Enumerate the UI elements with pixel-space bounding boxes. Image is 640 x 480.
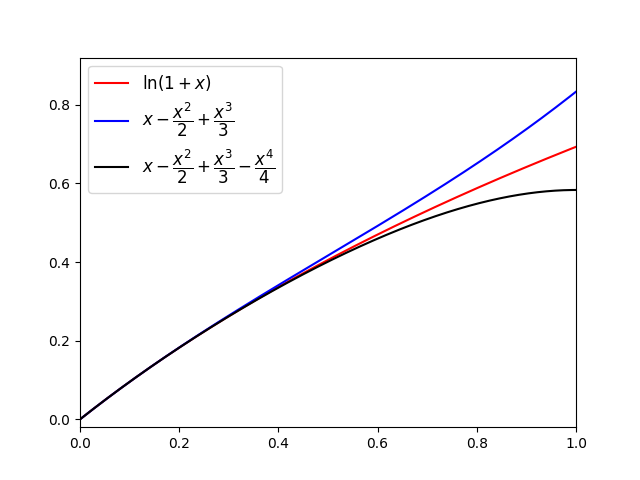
$x - \dfrac{x^2}{2} + \dfrac{x^3}{3}$ xyxy=(472,161,479,167)
$\ln(1 + x)$ xyxy=(127,378,134,384)
$x - \dfrac{x^2}{2} + \dfrac{x^3}{3}$ xyxy=(294,270,302,276)
$x - \dfrac{x^2}{2} + \dfrac{x^3}{3} - \dfrac{x^4}{4}$ xyxy=(276,284,284,289)
$\ln(1 + x)$ xyxy=(572,144,580,150)
$x - \dfrac{x^2}{2} + \dfrac{x^3}{3} - \dfrac{x^4}{4}$ xyxy=(472,201,479,207)
$x - \dfrac{x^2}{2} + \dfrac{x^3}{3}$ xyxy=(463,167,470,173)
$x - \dfrac{x^2}{2} + \dfrac{x^3}{3}$ xyxy=(417,197,424,203)
$\ln(1 + x)$ xyxy=(472,186,479,192)
$x - \dfrac{x^2}{2} + \dfrac{x^3}{3}$ xyxy=(76,417,84,422)
$x - \dfrac{x^2}{2} + \dfrac{x^3}{3}$ xyxy=(276,281,284,287)
$x - \dfrac{x^2}{2} + \dfrac{x^3}{3}$ xyxy=(572,89,580,95)
$x - \dfrac{x^2}{2} + \dfrac{x^3}{3} - \dfrac{x^4}{4}$ xyxy=(417,218,424,224)
Line: $x - \dfrac{x^2}{2} + \dfrac{x^3}{3}$: $x - \dfrac{x^2}{2} + \dfrac{x^3}{3}$ xyxy=(80,92,576,420)
$\ln(1 + x)$ xyxy=(76,417,84,422)
$\ln(1 + x)$ xyxy=(463,190,470,195)
Legend: $\ln(1 + x)$, $x - \dfrac{x^2}{2} + \dfrac{x^3}{3}$, $x - \dfrac{x^2}{2} + \dfra: $\ln(1 + x)$, $x - \dfrac{x^2}{2} + \dfr… xyxy=(88,66,282,192)
$x - \dfrac{x^2}{2} + \dfrac{x^3}{3}$ xyxy=(127,378,134,384)
$x - \dfrac{x^2}{2} + \dfrac{x^3}{3} - \dfrac{x^4}{4}$ xyxy=(294,274,302,280)
Line: $\ln(1 + x)$: $\ln(1 + x)$ xyxy=(80,147,576,420)
$\ln(1 + x)$ xyxy=(417,211,424,216)
$x - \dfrac{x^2}{2} + \dfrac{x^3}{3} - \dfrac{x^4}{4}$ xyxy=(463,204,470,209)
$x - \dfrac{x^2}{2} + \dfrac{x^3}{3} - \dfrac{x^4}{4}$ xyxy=(127,378,134,384)
Line: $x - \dfrac{x^2}{2} + \dfrac{x^3}{3} - \dfrac{x^4}{4}$: $x - \dfrac{x^2}{2} + \dfrac{x^3}{3} - \… xyxy=(80,190,576,420)
$x - \dfrac{x^2}{2} + \dfrac{x^3}{3} - \dfrac{x^4}{4}$ xyxy=(572,187,580,193)
$\ln(1 + x)$ xyxy=(276,283,284,288)
$x - \dfrac{x^2}{2} + \dfrac{x^3}{3} - \dfrac{x^4}{4}$ xyxy=(76,417,84,422)
$\ln(1 + x)$ xyxy=(294,273,302,279)
